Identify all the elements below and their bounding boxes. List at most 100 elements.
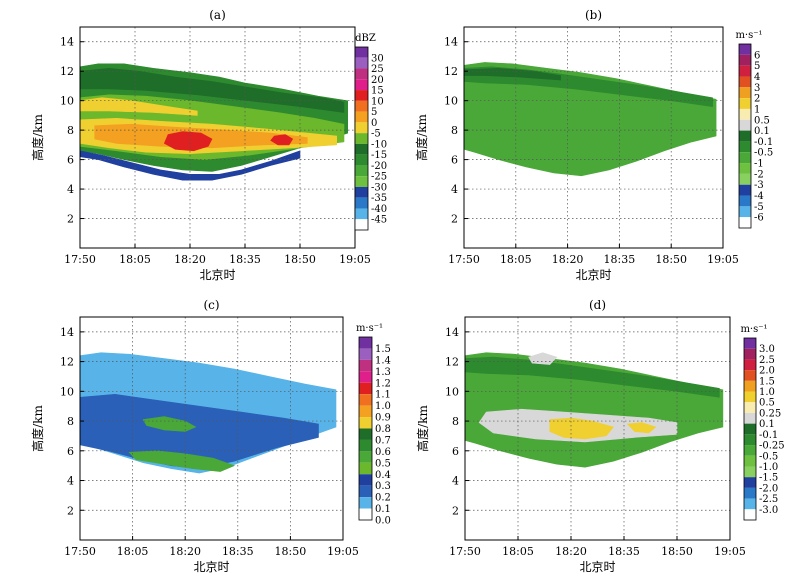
colorbar-swatch <box>739 76 751 88</box>
panel-4: 17:50 18:05 18:20 18:35 18:50 19:05 2 4 6 8 10 12 14… <box>415 298 785 574</box>
x-tick-label: 18:35 <box>222 545 254 558</box>
colorbar-swatch <box>359 451 372 463</box>
panel-label: (a) <box>209 8 226 22</box>
colorbar-label: 0.2 <box>375 493 391 504</box>
y-tick-label: 14 <box>445 326 459 339</box>
colorbar-swatch <box>355 197 368 209</box>
y-tick-label: 8 <box>67 415 74 428</box>
colorbar-swatch <box>355 186 368 198</box>
colorbar-label: -15 <box>371 150 387 161</box>
plot-frame <box>464 316 731 541</box>
y-tick-label: 12 <box>444 65 458 78</box>
colorbar-swatch <box>739 65 751 77</box>
colorbar-label: -0.1 <box>759 430 778 441</box>
colorbar-label: -0.25 <box>759 441 785 452</box>
colorbar-label: 0 <box>371 118 377 129</box>
y-tick-label: 12 <box>60 356 74 369</box>
panel-3: 17:50 18:05 18:20 18:35 18:50 19:05 2 4 6 8 10 12 14… <box>30 298 391 574</box>
x-tick-label: 18:20 <box>552 253 584 266</box>
y-tick-label: 2 <box>451 213 458 226</box>
x-axis-title: 北京时 <box>193 560 229 574</box>
echo-region-2 <box>79 393 319 469</box>
x-tick-label: 18:05 <box>500 253 532 266</box>
panel-label: (c) <box>203 298 219 312</box>
colorbar-swatch <box>744 498 756 510</box>
colorbar: 1.51.41.31.21.11.00.90.80.70.60.50.40.30… <box>356 323 391 527</box>
y-tick-label: 6 <box>452 445 459 458</box>
x-axis-title: 北京时 <box>199 268 235 282</box>
colorbar-label: -10 <box>371 139 387 150</box>
echo-region-8 <box>163 131 213 152</box>
x-tick-label: 19:05 <box>714 545 746 558</box>
colorbar-label: -35 <box>371 193 387 204</box>
x-tick-label: 18:50 <box>284 253 316 266</box>
colorbar-label: -3 <box>754 180 764 191</box>
y-tick-label: 10 <box>60 385 74 398</box>
colorbar-swatch <box>739 195 751 207</box>
colorbar-swatch <box>359 508 372 520</box>
colorbar-swatch <box>744 370 756 381</box>
colorbar-label: 0.25 <box>759 408 781 419</box>
echo-region-2 <box>79 150 301 181</box>
colorbar-label: 1.5 <box>375 344 391 355</box>
colorbar-swatch <box>744 434 756 446</box>
colorbar-swatch <box>744 455 756 467</box>
x-tick-label: 18:35 <box>604 253 636 266</box>
y-tick-label: 14 <box>60 36 74 49</box>
colorbar-frame <box>354 46 369 231</box>
colorbar-swatch <box>359 359 372 372</box>
colorbar-swatch <box>355 47 368 58</box>
echo-region-4 <box>128 450 236 472</box>
colorbar-swatch <box>355 154 368 166</box>
colorbar-label: -5 <box>754 202 764 213</box>
colorbar-swatch <box>355 100 368 112</box>
x-tick-label: 17:50 <box>448 253 480 266</box>
colorbar-swatch <box>739 217 751 228</box>
colorbar-swatch <box>359 439 372 452</box>
colorbar-swatch <box>744 359 756 371</box>
colorbar-frame <box>358 336 373 521</box>
x-tick-label: 18:20 <box>555 545 587 558</box>
y-tick-label: 8 <box>67 124 74 137</box>
panel-1: 17:50 18:05 18:20 18:35 18:50 19:05 2 4 6 8 10 12 14… <box>30 8 387 282</box>
colorbar-label: 0.1 <box>754 126 770 137</box>
colorbar-label: -40 <box>371 204 387 215</box>
colorbar-label: -2 <box>754 169 764 180</box>
colorbar-label: -25 <box>371 172 387 183</box>
colorbar-swatch <box>739 130 751 142</box>
colorbar-unit: m·s⁻¹ <box>735 30 762 41</box>
colorbar-label: -0.5 <box>759 451 778 462</box>
x-tick-label: 17:50 <box>449 545 481 558</box>
y-tick-label: 6 <box>67 154 74 167</box>
colorbar-label: 20 <box>371 75 384 86</box>
colorbar-swatch <box>355 133 368 144</box>
colorbar-label: 3 <box>754 83 760 94</box>
colorbar-swatch <box>739 152 751 164</box>
grid <box>80 27 355 248</box>
colorbar-label: 0.0 <box>375 516 391 527</box>
colorbar-swatch <box>359 485 372 498</box>
y-tick-label: 2 <box>67 504 74 517</box>
data-layers <box>464 352 724 468</box>
y-tick-label: 12 <box>60 65 74 78</box>
colorbar-label: 0.1 <box>759 419 775 430</box>
colorbar-swatch <box>739 108 751 120</box>
colorbar-label: -45 <box>371 215 387 226</box>
colorbar-label: -5 <box>371 129 381 140</box>
colorbar-swatch <box>744 487 756 499</box>
colorbar-label: -1 <box>754 159 764 170</box>
colorbar-swatch <box>355 122 368 134</box>
colorbar-label: 5 <box>754 61 760 72</box>
colorbar-swatch <box>739 54 751 66</box>
y-tick-label: 8 <box>452 415 459 428</box>
colorbar-label: 0.5 <box>754 115 770 126</box>
x-tick-label: 17:50 <box>64 545 96 558</box>
x-tick-label: 18:05 <box>502 545 534 558</box>
colorbar-label: 2.0 <box>759 366 775 377</box>
colorbar-label: -2.0 <box>759 483 778 494</box>
colorbar-swatch <box>355 111 368 123</box>
colorbar-swatch <box>355 90 368 101</box>
